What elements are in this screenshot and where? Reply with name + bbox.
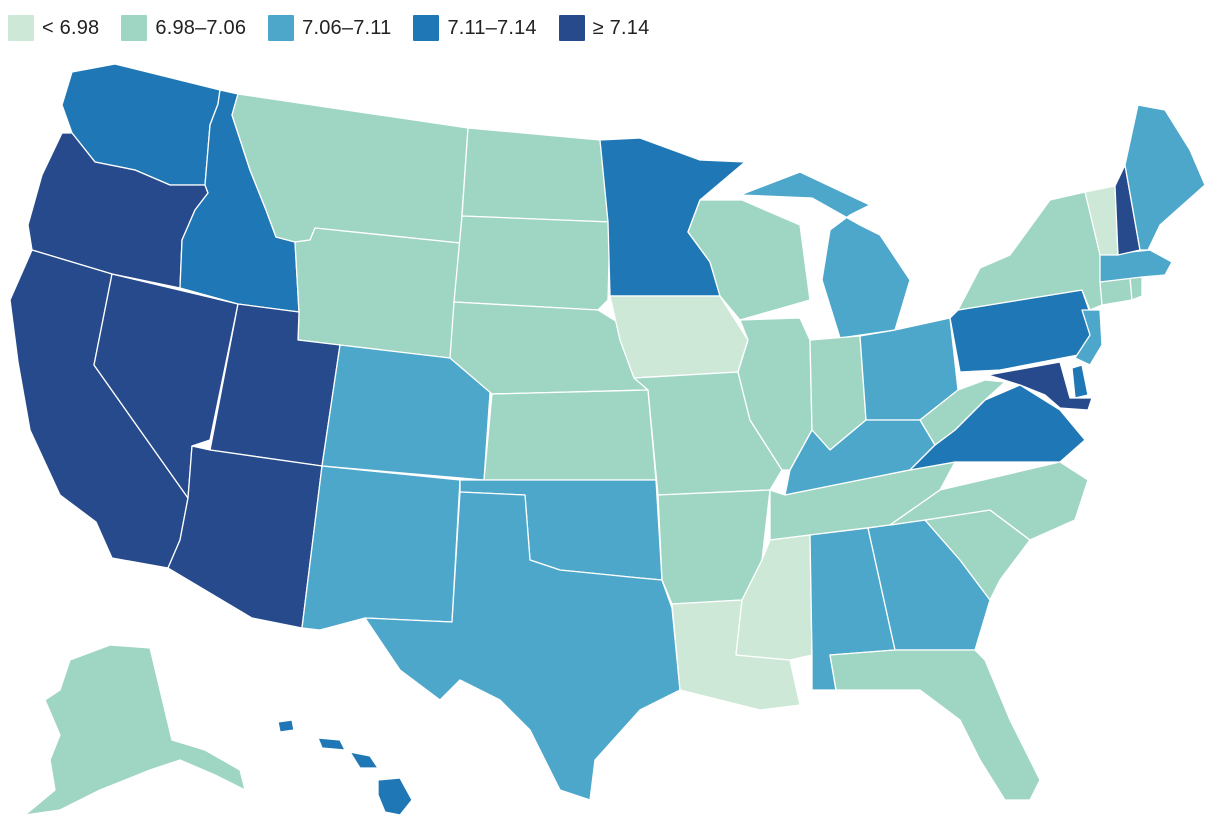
state-IA[interactable]: [609, 295, 749, 379]
state-FL[interactable]: [829, 649, 1041, 801]
state-CO[interactable]: [321, 344, 493, 481]
state-WV[interactable]: [919, 379, 1006, 446]
legend-swatch: [121, 15, 148, 41]
state-ND[interactable]: [461, 127, 611, 223]
legend-item-gte-7-14: ≥ 7.14: [558, 15, 650, 41]
state-SD[interactable]: [453, 215, 611, 311]
state-WY[interactable]: [294, 227, 461, 359]
legend: < 6.98 6.98–7.06 7.06–7.11 7.11–7.14 ≥ 7…: [8, 13, 671, 43]
state-IL[interactable]: [737, 317, 813, 471]
legend-label: 6.98–7.06: [155, 16, 247, 39]
state-TX[interactable]: [364, 491, 681, 801]
legend-label: < 6.98: [42, 16, 100, 39]
legend-swatch: [558, 15, 585, 41]
state-NJ[interactable]: [1074, 309, 1103, 366]
legend-label: 7.11–7.14: [447, 16, 537, 39]
state-ME[interactable]: [1124, 104, 1206, 251]
state-MA[interactable]: [1099, 249, 1173, 283]
legend-item-7-06-7-11: 7.06–7.11: [268, 15, 391, 41]
legend-item-7-11-7-14: 7.11–7.14: [413, 15, 537, 41]
state-MD[interactable]: [987, 361, 1093, 411]
legend-item-lt-6-98: < 6.98: [8, 15, 99, 41]
state-HI[interactable]: [277, 719, 413, 816]
legend-label: 7.06–7.11: [302, 16, 392, 39]
state-NM[interactable]: [301, 465, 461, 631]
legend-label: ≥ 7.14: [592, 16, 650, 39]
legend-swatch: [8, 15, 34, 41]
state-NC[interactable]: [889, 461, 1089, 541]
legend-item-6-98-7-06: 6.98–7.06: [121, 15, 246, 41]
state-KS[interactable]: [483, 389, 657, 481]
state-DE[interactable]: [1071, 364, 1089, 399]
legend-swatch: [413, 15, 440, 41]
state-AK[interactable]: [24, 644, 246, 816]
state-RI[interactable]: [1129, 276, 1143, 301]
legend-swatch: [268, 15, 295, 41]
state-AZ[interactable]: [167, 445, 323, 629]
